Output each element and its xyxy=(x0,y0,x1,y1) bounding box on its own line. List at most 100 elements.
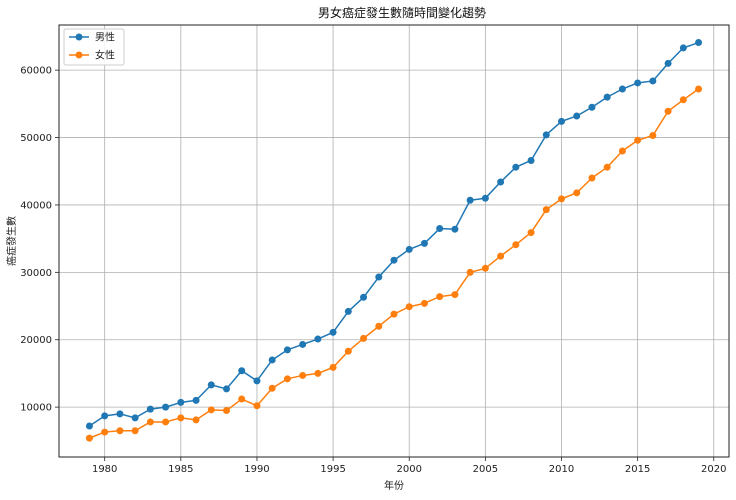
data-point-女性-1985 xyxy=(177,414,184,421)
x-axis: 1980 1985 1990 1995 2000 2005 2010 2015 2020 xyxy=(92,457,727,475)
data-point-女性-1984 xyxy=(162,418,169,425)
data-point-男性-2002 xyxy=(436,225,443,232)
data-point-女性-1979 xyxy=(86,435,93,442)
data-point-女性-2018 xyxy=(680,96,687,103)
data-point-女性-2011 xyxy=(573,189,580,196)
data-point-男性-2003 xyxy=(451,226,458,233)
data-point-女性-1991 xyxy=(269,385,276,392)
data-point-男性-2007 xyxy=(512,164,519,171)
data-point-女性-2013 xyxy=(604,164,611,171)
data-point-男性-1987 xyxy=(208,381,215,388)
y-tick-label-20000: 20000 xyxy=(20,335,52,346)
data-point-女性-2019 xyxy=(695,86,702,93)
data-point-女性-1995 xyxy=(330,364,337,371)
data-point-女性-1989 xyxy=(238,396,245,403)
data-point-女性-2007 xyxy=(512,241,519,248)
data-point-男性-1995 xyxy=(330,329,337,336)
data-point-男性-1992 xyxy=(284,346,291,353)
chart-title: 男女癌症發生數隨時間變化趨勢 xyxy=(318,5,486,20)
data-point-男性-2001 xyxy=(421,240,428,247)
x-axis-title: 年份 xyxy=(384,479,404,492)
data-point-女性-2014 xyxy=(619,148,626,155)
data-point-女性-2004 xyxy=(467,269,474,276)
data-point-女性-2008 xyxy=(528,229,535,236)
data-point-女性-2002 xyxy=(436,293,443,300)
legend-marker-男性 xyxy=(76,34,83,41)
data-point-男性-1989 xyxy=(238,367,245,374)
x-tick-label-2000: 2000 xyxy=(397,464,422,475)
legend-box xyxy=(64,29,124,65)
data-point-女性-2010 xyxy=(558,195,565,202)
y-tick-label-60000: 60000 xyxy=(20,66,52,77)
data-point-女性-1999 xyxy=(391,311,398,318)
data-point-男性-2006 xyxy=(497,179,504,186)
data-point-女性-2005 xyxy=(482,265,489,272)
y-tick-label-40000: 40000 xyxy=(20,200,52,211)
series-group xyxy=(86,39,702,442)
data-point-女性-2012 xyxy=(588,174,595,181)
data-point-男性-1980 xyxy=(101,412,108,419)
y-axis-title: 癌症發生數 xyxy=(5,216,18,266)
data-point-男性-2012 xyxy=(588,104,595,111)
legend-label-男性: 男性 xyxy=(95,31,115,44)
data-point-女性-1983 xyxy=(147,418,154,425)
data-point-女性-2016 xyxy=(649,132,656,139)
legend: 男性 女性 xyxy=(64,29,124,65)
data-point-女性-1986 xyxy=(193,416,200,423)
data-point-男性-2008 xyxy=(528,157,535,164)
data-point-男性-2011 xyxy=(573,112,580,119)
data-point-女性-2003 xyxy=(451,291,458,298)
plot-frame xyxy=(59,25,729,457)
data-point-男性-1982 xyxy=(132,414,139,421)
grid xyxy=(59,25,729,457)
data-point-女性-2017 xyxy=(665,108,672,115)
data-point-男性-1979 xyxy=(86,422,93,429)
data-point-男性-2013 xyxy=(604,94,611,101)
data-point-男性-1994 xyxy=(314,336,321,343)
data-point-男性-2004 xyxy=(467,197,474,204)
data-point-女性-1993 xyxy=(299,372,306,379)
data-point-男性-1981 xyxy=(116,410,123,417)
data-point-男性-1991 xyxy=(269,356,276,363)
legend-label-女性: 女性 xyxy=(95,49,115,62)
data-point-女性-1997 xyxy=(360,335,367,342)
x-tick-label-1985: 1985 xyxy=(168,464,193,475)
data-point-男性-1986 xyxy=(193,397,200,404)
data-point-女性-1982 xyxy=(132,427,139,434)
data-point-男性-1985 xyxy=(177,399,184,406)
x-tick-label-2020: 2020 xyxy=(701,464,726,475)
data-point-男性-2017 xyxy=(665,60,672,67)
data-point-女性-2001 xyxy=(421,300,428,307)
data-point-男性-1993 xyxy=(299,341,306,348)
data-point-女性-1981 xyxy=(116,427,123,434)
data-point-女性-1988 xyxy=(223,407,230,414)
data-point-女性-1980 xyxy=(101,429,108,436)
y-axis: 100002000030000400005000060000 xyxy=(20,66,59,414)
x-tick-label-2005: 2005 xyxy=(473,464,498,475)
data-point-男性-1999 xyxy=(391,257,398,264)
data-point-男性-1997 xyxy=(360,294,367,301)
x-tick-label-1980: 1980 xyxy=(92,464,117,475)
data-point-女性-1990 xyxy=(253,402,260,409)
series-男性 xyxy=(86,39,702,429)
y-tick-label-50000: 50000 xyxy=(20,133,52,144)
data-point-男性-2015 xyxy=(634,79,641,86)
data-point-男性-1990 xyxy=(253,377,260,384)
data-point-男性-2019 xyxy=(695,39,702,46)
data-point-女性-2009 xyxy=(543,206,550,213)
data-point-女性-1987 xyxy=(208,406,215,413)
data-point-女性-2006 xyxy=(497,253,504,260)
legend-marker-女性 xyxy=(76,52,83,59)
data-point-女性-1994 xyxy=(314,370,321,377)
x-tick-label-1995: 1995 xyxy=(320,464,345,475)
data-point-男性-1988 xyxy=(223,385,230,392)
data-point-男性-2000 xyxy=(406,246,413,253)
data-point-男性-2018 xyxy=(680,44,687,51)
data-point-男性-2014 xyxy=(619,86,626,93)
data-point-女性-1996 xyxy=(345,348,352,355)
data-point-男性-1983 xyxy=(147,406,154,413)
data-point-女性-1998 xyxy=(375,323,382,330)
data-point-男性-1996 xyxy=(345,308,352,315)
